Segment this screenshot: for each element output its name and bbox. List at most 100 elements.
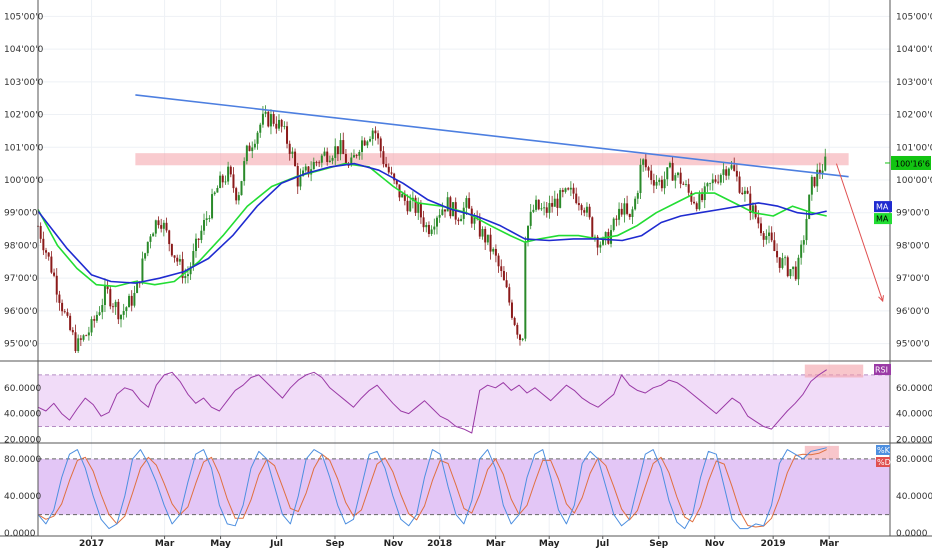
time-tick-label: Nov [705, 539, 725, 549]
candle-body [379, 138, 382, 152]
candle-body [194, 238, 197, 252]
candle-body [733, 165, 736, 171]
time-tick-label: Mar [486, 539, 506, 549]
candle-body [711, 179, 714, 184]
price-tick-label-left: 99'00'0 [4, 209, 38, 219]
candle-body [371, 130, 374, 139]
candle-body [794, 266, 797, 280]
candle-body [291, 151, 294, 154]
candle-body [824, 156, 827, 171]
candle-body [184, 276, 187, 279]
candle-body [580, 205, 583, 211]
candle-body [395, 180, 398, 185]
candle-body [553, 198, 556, 207]
grid [38, 0, 890, 536]
candle-body [618, 208, 621, 220]
candle-body [543, 207, 546, 209]
candle-body [106, 285, 109, 290]
candle-body [800, 244, 803, 258]
candle-body [358, 151, 361, 156]
candle-body [666, 167, 669, 180]
candle-body [114, 301, 117, 308]
candle-body [109, 289, 112, 307]
candle-body [449, 197, 452, 217]
candle-body [211, 194, 214, 219]
candle-body [505, 280, 508, 288]
price-tick-label-left: 105'00'0 [4, 12, 44, 22]
candle-body [564, 188, 567, 192]
candle-body [95, 314, 98, 321]
candle-body [122, 311, 125, 315]
price-tick-label-right: 105'00'0 [896, 12, 932, 22]
candle-body [339, 140, 342, 155]
candle-body [369, 138, 372, 142]
candle-body [74, 332, 77, 352]
candle-body [192, 251, 195, 267]
candle-body [746, 190, 749, 194]
candle-body [612, 218, 615, 231]
candle-body [583, 210, 586, 213]
candle-body [146, 241, 149, 254]
candle-body [342, 140, 345, 155]
candle-body [259, 124, 262, 133]
candle-body [366, 141, 369, 146]
price-tick-label-left: 104'00'0 [4, 45, 44, 55]
candle-body [90, 319, 93, 333]
candle-body [604, 232, 607, 239]
candle-body [465, 198, 468, 208]
candle-body [751, 205, 754, 214]
candle-body [818, 169, 821, 173]
price-tick-label-right: 98'00'0 [896, 241, 930, 251]
candle-body [79, 338, 82, 340]
candle-body [460, 218, 463, 222]
price-tick-label-right: 100'00'0 [896, 176, 932, 186]
descending-trendline [135, 94, 849, 178]
candle-body [457, 219, 460, 222]
candle-body [770, 232, 773, 241]
time-tick-label: 2017 [79, 539, 104, 549]
candle-body [136, 281, 139, 293]
candle-body [537, 199, 540, 210]
candle-body [727, 168, 730, 176]
candle-body [275, 123, 278, 129]
price-tick-label-left: 95'00'0 [4, 340, 38, 350]
rsi-tick-label-right: 40.0000 [896, 410, 932, 420]
candle-body [318, 162, 321, 164]
candle-body [497, 255, 500, 267]
stochastic-band [38, 458, 890, 515]
candle-body [304, 166, 307, 171]
candle-body [559, 190, 562, 208]
candle-body [253, 143, 256, 148]
candle-body [93, 319, 96, 321]
price-tick-label-left: 100'00'0 [4, 176, 44, 186]
candle-body [717, 181, 720, 183]
candle-body [401, 193, 404, 198]
candle-body [735, 170, 738, 177]
candle-body [615, 218, 618, 220]
candle-body [393, 173, 396, 181]
candle-body [288, 143, 291, 154]
candle-body [551, 203, 554, 207]
candle-body [768, 232, 771, 237]
candle-body [267, 111, 270, 127]
candle-body [42, 238, 45, 251]
price-tick-label-right: 97'00'0 [896, 274, 930, 284]
stochastic-tick-label-left: 0.0000 [4, 529, 36, 539]
candle-body [816, 169, 819, 187]
candle-body [355, 155, 358, 156]
candle-body [776, 251, 779, 258]
rsi-tick-label-right: 20.0000 [896, 435, 932, 445]
price-tick-label-left: 102'00'0 [4, 111, 44, 121]
candle-body [203, 219, 206, 231]
candle-body [430, 229, 433, 234]
candle-body [709, 183, 712, 184]
candle-body [269, 114, 272, 127]
candle-body [103, 285, 106, 306]
price-tick-label-left: 96'00'0 [4, 307, 38, 317]
candle-body [792, 266, 795, 270]
candle-body [575, 193, 578, 204]
candle-body [658, 179, 661, 182]
candle-body [307, 166, 310, 175]
resistance-zone [135, 153, 849, 166]
